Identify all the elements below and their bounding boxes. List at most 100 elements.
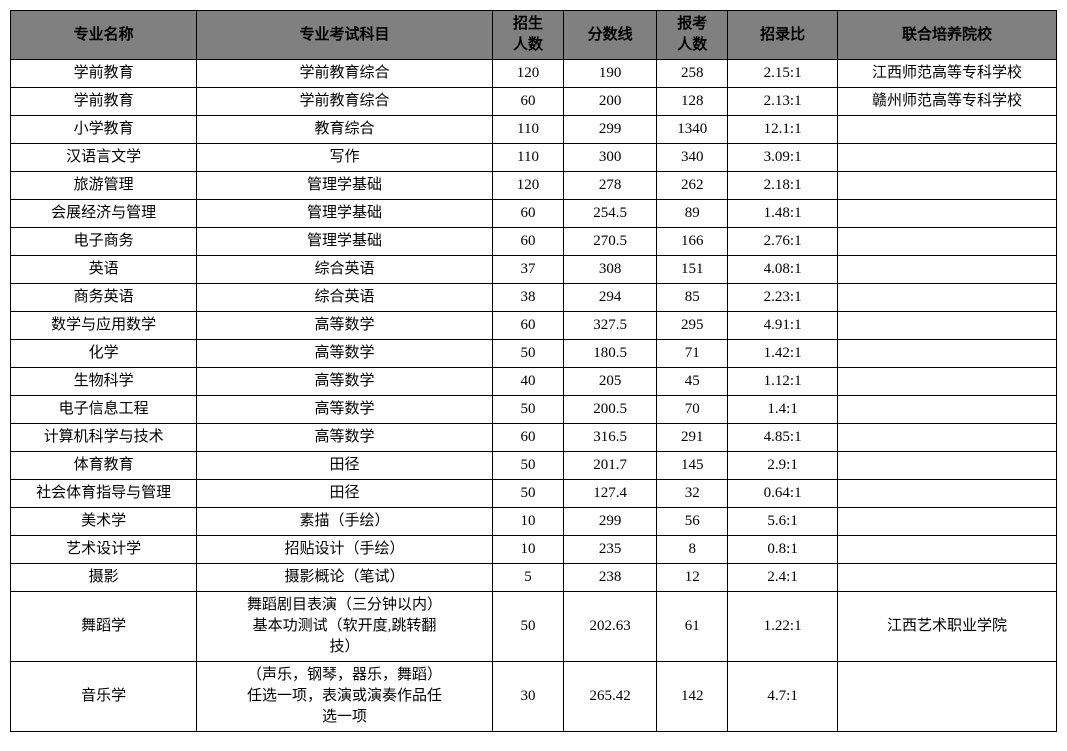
cell-major: 旅游管理 [11, 172, 197, 200]
cell-ratio: 1.12:1 [728, 368, 838, 396]
cell-subject: 写作 [197, 144, 493, 172]
cell-enroll: 10 [492, 508, 563, 536]
cell-score: 205 [564, 368, 657, 396]
cell-enroll: 60 [492, 228, 563, 256]
cell-enroll: 40 [492, 368, 563, 396]
cell-enroll: 60 [492, 312, 563, 340]
cell-school [837, 424, 1056, 452]
table-row: 艺术设计学招贴设计（手绘）1023580.8:1 [11, 536, 1057, 564]
cell-score: 127.4 [564, 480, 657, 508]
cell-ratio: 5.6:1 [728, 508, 838, 536]
cell-ratio: 3.09:1 [728, 144, 838, 172]
cell-score: 299 [564, 508, 657, 536]
cell-apply: 262 [657, 172, 728, 200]
cell-major: 学前教育 [11, 60, 197, 88]
cell-score: 270.5 [564, 228, 657, 256]
cell-ratio: 4.91:1 [728, 312, 838, 340]
admissions-table: 专业名称 专业考试科目 招生人数 分数线 报考人数 招录比 联合培养院校 学前教… [10, 10, 1057, 732]
cell-school [837, 662, 1056, 732]
table-row: 化学高等数学50180.5711.42:1 [11, 340, 1057, 368]
cell-enroll: 50 [492, 452, 563, 480]
table-row: 生物科学高等数学40205451.12:1 [11, 368, 1057, 396]
cell-subject: （声乐，钢琴，器乐，舞蹈）任选一项，表演或演奏作品任选一项 [197, 662, 493, 732]
cell-ratio: 4.08:1 [728, 256, 838, 284]
cell-score: 201.7 [564, 452, 657, 480]
cell-apply: 56 [657, 508, 728, 536]
table-row: 摄影摄影概论（笔试）5238122.4:1 [11, 564, 1057, 592]
cell-major: 计算机科学与技术 [11, 424, 197, 452]
cell-subject: 高等数学 [197, 368, 493, 396]
table-row: 电子信息工程高等数学50200.5701.4:1 [11, 396, 1057, 424]
cell-score: 200.5 [564, 396, 657, 424]
cell-major: 汉语言文学 [11, 144, 197, 172]
cell-subject: 高等数学 [197, 340, 493, 368]
cell-school: 赣州师范高等专科学校 [837, 88, 1056, 116]
cell-ratio: 2.18:1 [728, 172, 838, 200]
cell-major: 商务英语 [11, 284, 197, 312]
cell-score: 327.5 [564, 312, 657, 340]
cell-ratio: 1.42:1 [728, 340, 838, 368]
cell-enroll: 60 [492, 200, 563, 228]
table-row: 英语综合英语373081514.08:1 [11, 256, 1057, 284]
cell-enroll: 50 [492, 480, 563, 508]
cell-score: 299 [564, 116, 657, 144]
table-row: 学前教育学前教育综合1201902582.15:1江西师范高等专科学校 [11, 60, 1057, 88]
cell-school [837, 144, 1056, 172]
cell-major: 小学教育 [11, 116, 197, 144]
cell-ratio: 2.23:1 [728, 284, 838, 312]
cell-enroll: 10 [492, 536, 563, 564]
cell-apply: 145 [657, 452, 728, 480]
cell-enroll: 37 [492, 256, 563, 284]
cell-ratio: 12.1:1 [728, 116, 838, 144]
header-school: 联合培养院校 [837, 11, 1056, 60]
cell-subject: 管理学基础 [197, 200, 493, 228]
cell-score: 202.63 [564, 592, 657, 662]
cell-major: 音乐学 [11, 662, 197, 732]
table-row: 小学教育教育综合110299134012.1:1 [11, 116, 1057, 144]
cell-ratio: 4.85:1 [728, 424, 838, 452]
cell-school [837, 312, 1056, 340]
cell-subject: 素描（手绘） [197, 508, 493, 536]
cell-school: 江西师范高等专科学校 [837, 60, 1056, 88]
cell-major: 美术学 [11, 508, 197, 536]
table-body: 学前教育学前教育综合1201902582.15:1江西师范高等专科学校学前教育学… [11, 60, 1057, 732]
cell-enroll: 110 [492, 144, 563, 172]
cell-school: 江西艺术职业学院 [837, 592, 1056, 662]
cell-ratio: 2.9:1 [728, 452, 838, 480]
cell-enroll: 50 [492, 340, 563, 368]
cell-school [837, 368, 1056, 396]
cell-major: 会展经济与管理 [11, 200, 197, 228]
cell-apply: 70 [657, 396, 728, 424]
cell-subject: 综合英语 [197, 284, 493, 312]
cell-ratio: 0.8:1 [728, 536, 838, 564]
table-row: 社会体育指导与管理田径50127.4320.64:1 [11, 480, 1057, 508]
cell-school [837, 172, 1056, 200]
cell-subject: 田径 [197, 452, 493, 480]
table-row: 音乐学（声乐，钢琴，器乐，舞蹈）任选一项，表演或演奏作品任选一项30265.42… [11, 662, 1057, 732]
table-row: 商务英语综合英语38294852.23:1 [11, 284, 1057, 312]
table-row: 旅游管理管理学基础1202782622.18:1 [11, 172, 1057, 200]
cell-school [837, 200, 1056, 228]
cell-school [837, 340, 1056, 368]
cell-school [837, 508, 1056, 536]
cell-score: 278 [564, 172, 657, 200]
cell-apply: 12 [657, 564, 728, 592]
cell-apply: 32 [657, 480, 728, 508]
cell-major: 电子信息工程 [11, 396, 197, 424]
table-row: 会展经济与管理管理学基础60254.5891.48:1 [11, 200, 1057, 228]
cell-school [837, 396, 1056, 424]
cell-apply: 89 [657, 200, 728, 228]
table-row: 汉语言文学写作1103003403.09:1 [11, 144, 1057, 172]
cell-apply: 291 [657, 424, 728, 452]
cell-major: 摄影 [11, 564, 197, 592]
table-row: 学前教育学前教育综合602001282.13:1赣州师范高等专科学校 [11, 88, 1057, 116]
cell-enroll: 38 [492, 284, 563, 312]
cell-apply: 258 [657, 60, 728, 88]
cell-major: 体育教育 [11, 452, 197, 480]
cell-school [837, 564, 1056, 592]
cell-score: 294 [564, 284, 657, 312]
cell-major: 英语 [11, 256, 197, 284]
cell-apply: 61 [657, 592, 728, 662]
cell-subject: 舞蹈剧目表演（三分钟以内）基本功测试（软开度,跳转翻技） [197, 592, 493, 662]
cell-subject: 管理学基础 [197, 228, 493, 256]
